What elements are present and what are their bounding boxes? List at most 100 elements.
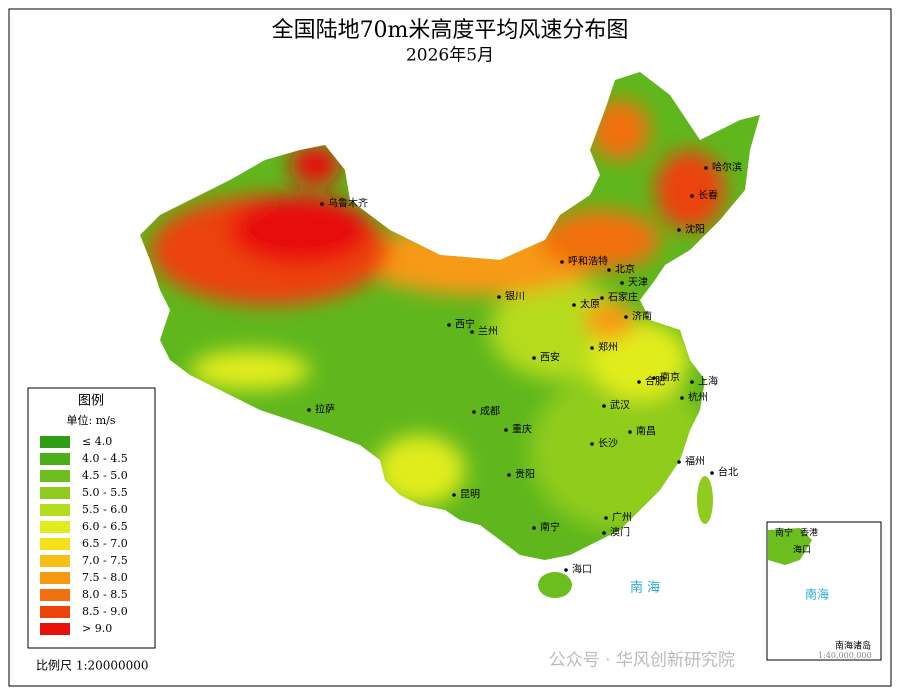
city-dot: [607, 268, 611, 272]
inset-land: [768, 528, 812, 565]
city-label: 呼和浩特: [568, 256, 608, 268]
city-label: 天津: [628, 277, 648, 289]
city-dot: [624, 315, 628, 319]
city-dot: [560, 260, 564, 264]
city-dot: [532, 526, 536, 530]
city-label: 沈阳: [685, 223, 705, 236]
city-label: 昆明: [460, 489, 480, 501]
city-label: 重庆: [512, 423, 532, 436]
city-label: 澳门: [610, 526, 630, 539]
title: 全国陆地70m米高度平均风速分布图: [272, 18, 629, 43]
city-label: 长沙: [598, 438, 618, 450]
city-dot: [470, 330, 474, 334]
city-dot: [628, 430, 632, 434]
legend-swatch: [40, 453, 70, 465]
legend-label: 8.5 - 9.0: [82, 605, 128, 618]
inset-sea-label: 南海: [805, 587, 829, 602]
city-dot: [677, 460, 681, 464]
city-dot: [680, 396, 684, 400]
legend-label: ≤ 4.0: [82, 435, 112, 448]
legend-swatch: [40, 572, 70, 584]
city-label: 南昌: [636, 425, 656, 438]
legend-label: 4.0 - 4.5: [82, 452, 128, 465]
city-dot: [637, 380, 641, 384]
city-label: 合肥: [645, 375, 665, 388]
city-label: 福州: [685, 455, 705, 468]
legend-swatch: [40, 623, 70, 635]
city-label: 上海: [698, 375, 718, 388]
city-label: 台北: [718, 466, 738, 479]
city-dot: [690, 194, 694, 198]
legend-swatch: [40, 487, 70, 499]
city-label: 拉萨: [315, 403, 335, 416]
city-label: 西安: [540, 351, 560, 364]
legend-label: 7.5 - 8.0: [82, 571, 128, 584]
city-dot: [602, 531, 606, 535]
city-label: 哈尔滨: [712, 161, 742, 174]
city-dot: [590, 346, 594, 350]
city-dot: [600, 296, 604, 300]
city-label: 太原: [580, 298, 600, 311]
city-dot: [320, 202, 324, 206]
city-label: 成都: [480, 406, 500, 418]
legend-label: 6.5 - 7.0: [82, 537, 128, 550]
legend-label: 8.0 - 8.5: [82, 588, 128, 601]
city-dot: [472, 410, 476, 414]
city-dot: [710, 471, 714, 475]
inset-islands-label: 南海诸岛: [835, 640, 871, 652]
city-dot: [704, 166, 708, 170]
city-label: 广州: [612, 512, 632, 524]
city-label: 南京: [660, 371, 680, 384]
city-label: 长春: [698, 190, 718, 202]
city-dot: [690, 380, 694, 384]
city-dot: [604, 516, 608, 520]
legend-swatch: [40, 470, 70, 482]
city-label: 南宁: [540, 521, 560, 534]
city-dot: [452, 493, 456, 497]
city-dot: [307, 408, 311, 412]
city-dot: [504, 428, 508, 432]
frame: [8, 8, 892, 687]
legend-label: 5.5 - 6.0: [82, 503, 128, 516]
subtitle: 2026年5月: [406, 46, 494, 66]
legend-unit: 单位: m/s: [67, 413, 116, 427]
inset-scale: 1:40,000,000: [818, 651, 872, 660]
city-label: 石家庄: [608, 291, 638, 304]
city-label: 杭州: [688, 391, 708, 404]
city-dot: [572, 303, 576, 307]
inset-city-label: 南宁: [775, 527, 793, 539]
city-dot: [652, 376, 656, 380]
legend-swatch: [40, 521, 70, 533]
sea-label: 南 海: [630, 580, 660, 596]
legend-label: 4.5 - 5.0: [82, 469, 128, 482]
taiwan: [697, 476, 713, 524]
legend: [27, 387, 156, 649]
city-dot: [564, 568, 568, 572]
city-label: 贵阳: [515, 468, 535, 481]
city-dot: [620, 281, 624, 285]
legend-label: 7.0 - 7.5: [82, 554, 128, 567]
scale: 比例尺 1:20000000: [36, 659, 149, 673]
city-label: 北京: [615, 263, 635, 276]
legend-label: 6.0 - 6.5: [82, 520, 128, 533]
city-label: 郑州: [598, 341, 618, 354]
city-label: 乌鲁木齐: [328, 197, 368, 210]
city-dot: [447, 323, 451, 327]
legend-title: 图例: [78, 394, 104, 409]
watermark: 公众号 · 华风创新研究院: [549, 651, 735, 671]
hainan: [538, 572, 572, 598]
city-label: 海口: [572, 563, 592, 576]
legend-label: 5.0 - 5.5: [82, 486, 128, 499]
city-label: 济南: [632, 310, 652, 323]
city-dot: [507, 473, 511, 477]
city-dot: [497, 295, 501, 299]
legend-swatch: [40, 504, 70, 516]
city-label: 武汉: [610, 399, 630, 412]
legend-swatch: [40, 555, 70, 567]
city-label: 西宁: [455, 318, 475, 331]
legend-label: > 9.0: [82, 622, 112, 635]
city-dot: [532, 356, 536, 360]
inset-city-label: 海口: [793, 544, 811, 556]
legend-swatch: [40, 538, 70, 550]
